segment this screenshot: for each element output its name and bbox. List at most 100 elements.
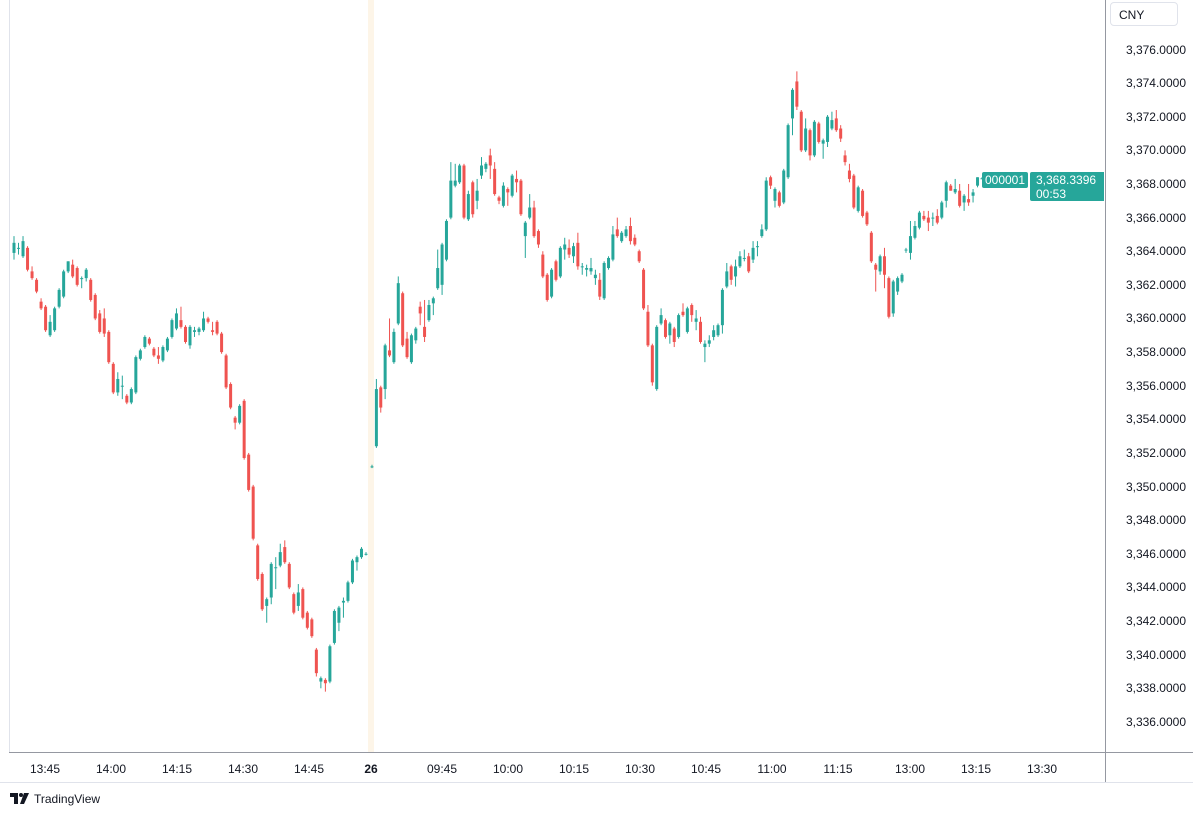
candle [900,273,904,284]
candle [233,415,237,430]
candle [466,190,470,221]
candle [720,288,724,334]
candle-body [116,378,120,393]
candle-body [764,180,768,230]
time-tick-label: 10:45 [690,762,722,776]
tradingview-logo[interactable]: TradingView [10,792,100,806]
candle-body [563,244,567,250]
candle [834,110,838,132]
candle [677,313,681,339]
candle-body [260,573,264,610]
candle-body [274,567,278,569]
candle-body [940,202,944,218]
candle-body [720,289,724,326]
candle [751,241,755,263]
candle-body [738,256,742,267]
candle [156,347,160,364]
candle [790,88,794,136]
candle-body [215,321,219,334]
session-break-band [368,0,374,752]
price-tick-label: 3,338.0000 [1125,681,1186,696]
candle [580,262,584,275]
candle [396,276,400,326]
candle-body [620,232,624,242]
candle-body [882,256,886,275]
candle [26,246,30,272]
candle [287,562,291,590]
candle [799,110,803,153]
candle-body [699,321,703,342]
candle [251,484,255,541]
currency-button[interactable]: CNY [1110,2,1178,26]
candle-body [89,279,93,300]
candle [971,189,975,203]
candle-body [488,155,492,166]
candle [319,676,323,689]
candle-body [211,330,215,332]
time-tick-label: 14:30 [227,762,259,776]
candle-body [462,165,466,218]
candle-body [265,599,269,606]
candle [301,587,305,620]
candle [125,394,129,405]
candle [585,264,589,277]
candle [116,372,120,396]
candle-body [646,311,650,346]
time-tick-label: 10:15 [558,762,590,776]
candle [633,234,637,247]
candle-body [852,175,856,208]
candle [869,231,873,263]
time-tick-label: 14:00 [95,762,127,776]
candle [782,168,786,205]
price-axis[interactable]: 3,376.0000 3,374.0000 3,372.0000 3,370.0000… [1105,0,1193,752]
candle [269,562,273,605]
candle-body [716,325,720,336]
candle-body [962,195,966,203]
candle-body [558,247,562,277]
candle-body [401,293,405,346]
candle [440,242,444,295]
candle-body [668,323,672,336]
candle-body [681,311,685,316]
last-price-label: 3,368.3396 00:53 [1030,172,1104,201]
candle-body [865,212,869,225]
time-tick-label: 10:00 [492,762,524,776]
candle-body [685,308,689,332]
candle [659,308,663,326]
time-axis[interactable]: 13:45 14:00 14:15 14:30 14:45 26 09:45 10:00 10:… [9,752,1105,783]
candle [278,543,282,568]
candle [247,452,251,492]
candle-body [21,241,25,257]
candle-body [878,256,882,272]
candle [558,246,562,279]
candle [571,242,575,263]
candle-body [183,326,187,342]
candle [922,210,926,221]
candle [690,303,694,322]
candle [453,163,457,188]
candle-body [519,180,523,215]
candle-body [278,552,282,566]
candle [350,558,354,585]
candle [444,219,448,262]
candle-body [383,345,387,390]
candle [355,555,359,571]
candle [887,276,891,319]
candle [310,617,314,638]
candle-body [799,111,803,151]
candle [589,257,593,275]
candle [215,320,219,336]
candle [642,268,646,311]
candlestick-chart[interactable] [0,0,1105,752]
candle-body [861,190,865,216]
candle [896,276,900,295]
candle [480,157,484,179]
candle [725,262,729,289]
plot-left-border [9,0,10,752]
candle-body [602,262,606,299]
candle-body [593,274,597,279]
candle-body [949,185,953,191]
candle-body [913,226,917,238]
candle-body [550,269,554,297]
bar-countdown: 00:53 [1036,187,1067,201]
